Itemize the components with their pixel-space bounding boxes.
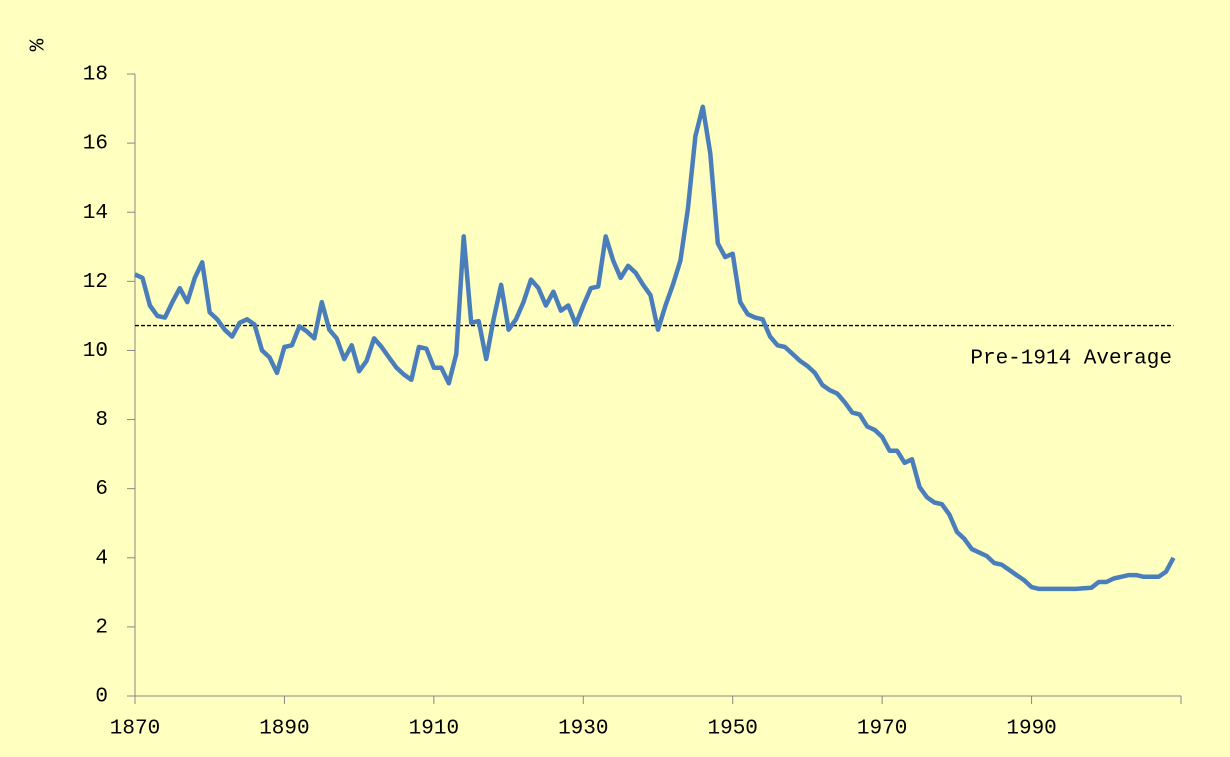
reference-label: Pre-1914 Average <box>970 348 1172 371</box>
y-tick-label: 2 <box>95 616 108 639</box>
y-tick-label: 0 <box>95 686 108 709</box>
y-tick-label: 14 <box>83 202 108 225</box>
data-line <box>134 104 1176 592</box>
y-tick-label: 12 <box>83 271 108 294</box>
x-tick-label: 1910 <box>409 718 459 741</box>
y-tick-label: 16 <box>83 133 108 156</box>
y-tick-label: 10 <box>83 340 108 363</box>
x-tick-label: 1930 <box>558 718 608 741</box>
y-tick-label: 8 <box>95 409 108 432</box>
y-tick-label: 6 <box>95 478 108 501</box>
x-tick-label: 1970 <box>857 718 907 741</box>
y-tick-label: 18 <box>83 64 108 87</box>
x-tick-label: 1890 <box>259 718 309 741</box>
x-tick-label: 1950 <box>708 718 758 741</box>
y-tick-label: 4 <box>95 547 108 570</box>
x-tick-label: 1990 <box>1006 718 1056 741</box>
y-axis-label: % <box>28 38 51 51</box>
x-tick-label: 1870 <box>110 718 160 741</box>
